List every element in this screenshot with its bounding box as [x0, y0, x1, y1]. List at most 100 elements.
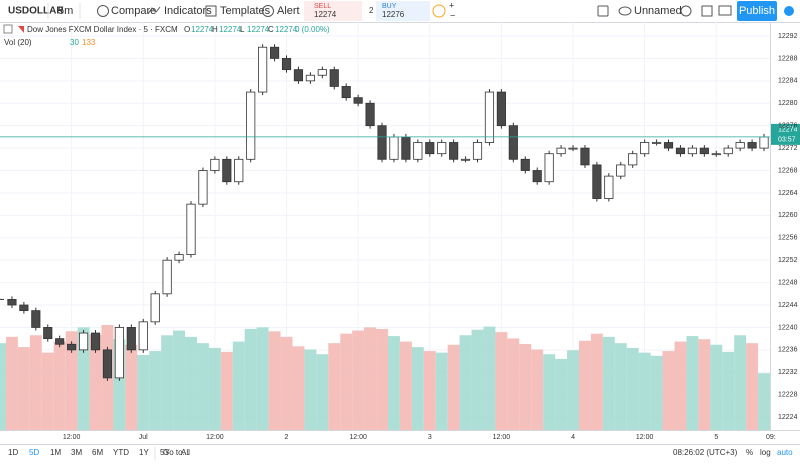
interval[interactable]: 5m	[58, 5, 73, 17]
buy-label: BUY	[382, 3, 397, 10]
candle-body	[19, 304, 29, 312]
candle-body	[389, 136, 399, 160]
volume-bar	[185, 336, 197, 430]
x-tick-label: 12:00	[63, 434, 81, 441]
candle-body	[55, 338, 65, 345]
candle-body	[341, 86, 351, 99]
candle-body	[246, 91, 256, 160]
checkbox[interactable]	[597, 5, 609, 17]
y-tick-label: 12272	[778, 145, 798, 152]
candle-body	[365, 102, 375, 127]
candle-body	[43, 327, 53, 340]
range-button[interactable]: 6M	[92, 448, 103, 457]
candle-body	[663, 142, 674, 149]
volume-bar	[662, 351, 675, 430]
range-button[interactable]: 1M	[50, 448, 61, 457]
compare-button[interactable]: Compare	[111, 5, 156, 17]
candle-body	[281, 58, 292, 71]
volume-bar	[590, 333, 603, 430]
ohlc-value: 12274	[219, 25, 242, 34]
volume-bar	[423, 351, 436, 430]
minus[interactable]: −	[450, 10, 455, 20]
settings-icon[interactable]	[680, 5, 692, 17]
candle-body	[604, 175, 614, 199]
candle-body	[401, 136, 411, 160]
y-tick-label: 12224	[778, 414, 798, 421]
volume-bar	[734, 335, 747, 430]
candle-body	[269, 46, 280, 59]
publish-button[interactable]	[737, 1, 777, 21]
scale-option[interactable]: auto	[777, 448, 793, 457]
volume-bar	[0, 343, 6, 430]
volume-bar	[41, 352, 54, 430]
candle-body	[675, 147, 686, 155]
symbol[interactable]: USDOLLAR	[8, 6, 64, 17]
layout-name[interactable]: Unnamed	[634, 5, 682, 17]
volume-bar	[89, 334, 102, 430]
volume-bar	[543, 354, 556, 430]
range-button[interactable]: 3M	[71, 448, 82, 457]
volume-bar	[626, 347, 639, 430]
candle-body	[293, 69, 304, 82]
candle-body	[31, 310, 41, 328]
candle-body	[508, 125, 518, 160]
volume-bar	[149, 351, 162, 430]
y-tick-label: 12236	[778, 347, 798, 354]
alert-button[interactable]: Alert	[277, 5, 300, 17]
warning-icon[interactable]	[432, 4, 446, 18]
x-tick-label: 12:00	[206, 434, 224, 441]
candle-body	[640, 142, 650, 155]
volume-bar	[280, 336, 293, 430]
volume-bar	[519, 343, 532, 430]
scale-option[interactable]: log	[760, 448, 771, 457]
templates-icon	[205, 5, 217, 17]
range-button[interactable]: YTD	[113, 448, 129, 457]
x-tick-label: Jul	[139, 434, 148, 441]
menu-button[interactable]	[784, 6, 794, 16]
y-tick-label: 12248	[778, 279, 798, 286]
candle-body	[616, 164, 626, 177]
snapshot-icon[interactable]	[718, 5, 732, 16]
candle-body	[305, 74, 315, 82]
candle-body	[592, 164, 602, 199]
candle-body	[687, 147, 697, 155]
volume-bar	[53, 341, 66, 430]
indicators-button[interactable]: Indicators	[164, 5, 212, 17]
range-button[interactable]: 5Y	[160, 448, 170, 457]
candle-body	[162, 259, 172, 295]
collapse-icon[interactable]	[3, 24, 13, 34]
goto-button[interactable]: Go to...	[163, 448, 189, 457]
templates-button[interactable]: Templates	[220, 5, 271, 17]
y-tick-label: 12228	[778, 392, 798, 399]
range-button[interactable]: All	[181, 448, 190, 457]
spread: 2	[369, 6, 374, 15]
plus[interactable]: +	[449, 0, 454, 10]
candle-body	[258, 46, 268, 93]
volume-bar	[698, 339, 711, 430]
scale-option[interactable]: %	[746, 448, 753, 457]
y-tick-label: 12252	[778, 257, 798, 264]
y-tick-label: 12240	[778, 324, 798, 331]
volume-bar	[471, 329, 484, 430]
volume-bar	[758, 373, 770, 430]
volume-bar	[447, 344, 460, 430]
range-button[interactable]: 1Y	[139, 448, 149, 457]
sell-box[interactable]	[304, 1, 362, 21]
y-tick-label: 12292	[778, 33, 798, 40]
candle-body	[174, 254, 184, 261]
fullscreen-icon[interactable]	[701, 5, 713, 17]
range-button[interactable]: 5D	[29, 448, 39, 457]
buy-box[interactable]	[376, 1, 430, 21]
cloud-icon	[618, 6, 632, 16]
countdown: 03:57	[778, 137, 796, 144]
candle-body	[484, 91, 495, 143]
volume-bar	[125, 344, 138, 430]
candle-body	[520, 158, 530, 171]
range-button[interactable]: 1D	[8, 448, 18, 457]
candle-body	[150, 293, 160, 323]
ohlc-key: C	[268, 25, 274, 34]
candle-body	[329, 69, 339, 87]
symbol-logo	[18, 26, 24, 33]
volume-bar	[340, 333, 353, 430]
